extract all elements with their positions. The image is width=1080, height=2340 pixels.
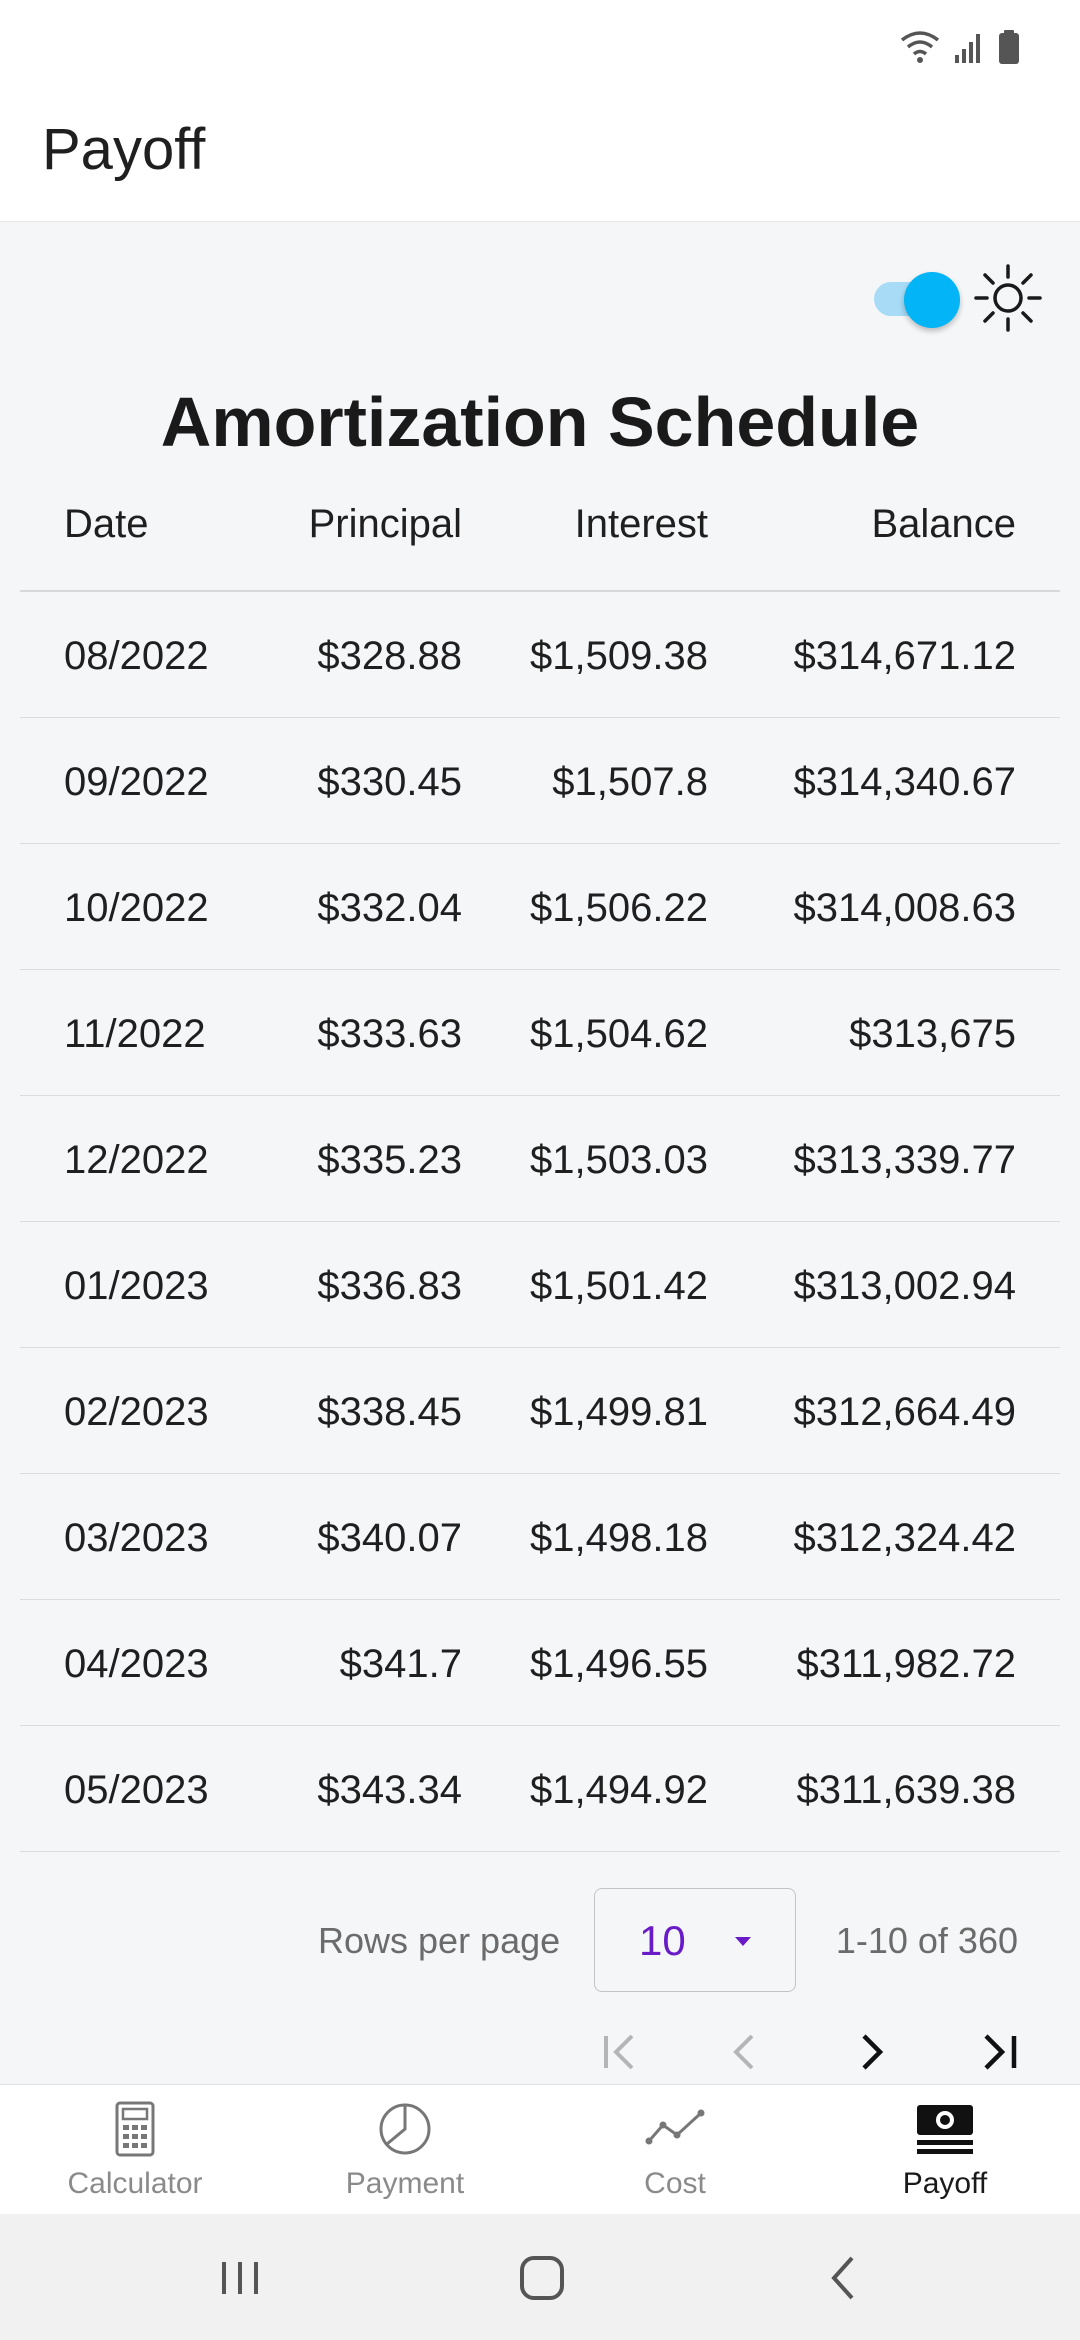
table-row: 09/2022 $330.45 $1,507.8 $314,340.67 — [20, 718, 1060, 844]
cell-principal: $336.83 — [317, 1264, 462, 1308]
column-header-interest[interactable]: Interest — [574, 502, 708, 546]
table-row: 05/2023 $343.34 $1,494.92 $311,639.38 — [20, 1726, 1060, 1852]
table-header: Date Principal Interest Balance — [20, 474, 1060, 592]
cell-balance: $312,664.49 — [793, 1390, 1016, 1434]
nav-label: Payoff — [902, 2167, 988, 2200]
cell-date: 12/2022 — [64, 1138, 209, 1182]
cell-balance: $311,639.38 — [796, 1768, 1016, 1812]
cell-interest: $1,503.03 — [530, 1138, 708, 1182]
cell-date: 04/2023 — [64, 1642, 209, 1686]
system-navigation-bar — [0, 2214, 1080, 2340]
cell-interest: $1,499.81 — [530, 1390, 708, 1434]
cell-date: 01/2023 — [64, 1264, 209, 1308]
cell-date: 09/2022 — [64, 760, 209, 804]
table-row: 04/2023 $341.7 $1,496.55 $311,982.72 — [20, 1600, 1060, 1726]
cell-balance: $314,008.63 — [793, 886, 1016, 930]
back-icon[interactable] — [814, 2248, 874, 2308]
cell-principal: $341.7 — [339, 1642, 462, 1686]
table-pagination: Rows per page 10 1-10 of 360 — [0, 1862, 1080, 2082]
cell-balance: $313,675 — [849, 1012, 1016, 1056]
last-page-icon[interactable] — [968, 2022, 1028, 2082]
toggle-thumb — [904, 272, 960, 328]
page-title: Payoff — [42, 117, 206, 182]
status-icons — [900, 30, 1020, 64]
cell-interest: $1,496.55 — [530, 1642, 708, 1686]
next-page-icon[interactable] — [842, 2022, 902, 2082]
cell-principal: $333.63 — [317, 1012, 462, 1056]
rows-per-page-select[interactable]: 10 — [594, 1888, 796, 1992]
nav-label: Cost — [644, 2167, 706, 2200]
nav-label: Calculator — [67, 2167, 203, 2200]
cell-date: 05/2023 — [64, 1768, 209, 1812]
battery-icon — [999, 30, 1019, 64]
first-page-icon[interactable] — [592, 2022, 652, 2082]
cell-interest: $1,504.62 — [530, 1012, 708, 1056]
previous-page-icon[interactable] — [714, 2022, 774, 2082]
amortization-table: Date Principal Interest Balance 08/2022 … — [20, 474, 1060, 1852]
cell-date: 03/2023 — [64, 1516, 209, 1560]
line-chart-icon — [645, 2109, 705, 2145]
main-content: Amortization Schedule Date Principal Int… — [0, 222, 1080, 2084]
page-range-text: 1-10 of 360 — [835, 1920, 1018, 1961]
recent-apps-icon[interactable] — [210, 2248, 270, 2308]
cell-date: 08/2022 — [64, 634, 209, 678]
cell-interest: $1,498.18 — [530, 1516, 708, 1560]
money-icon — [917, 2105, 973, 2154]
nav-label: Payment — [345, 2167, 465, 2200]
table-row: 02/2023 $338.45 $1,499.81 $312,664.49 — [20, 1348, 1060, 1474]
nav-item-cost[interactable]: Cost — [540, 2085, 810, 2215]
table-row: 12/2022 $335.23 $1,503.03 $313,339.77 — [20, 1096, 1060, 1222]
cell-balance: $313,339.77 — [793, 1138, 1016, 1182]
column-header-principal[interactable]: Principal — [308, 502, 462, 546]
cell-principal: $332.04 — [317, 886, 462, 930]
table-row: 08/2022 $328.88 $1,509.38 $314,671.12 — [20, 592, 1060, 718]
pie-chart-icon — [379, 2103, 431, 2155]
table-row: 01/2023 $336.83 $1,501.42 $313,002.94 — [20, 1222, 1060, 1348]
cell-balance: $312,324.42 — [793, 1516, 1016, 1560]
signal-icon — [955, 34, 980, 63]
cell-principal: $343.34 — [317, 1768, 462, 1812]
cell-balance: $314,340.67 — [793, 760, 1016, 804]
cell-principal: $338.45 — [317, 1390, 462, 1434]
rows-per-page-value: 10 — [639, 1917, 686, 1964]
cell-interest: $1,507.8 — [552, 760, 708, 804]
cell-interest: $1,501.42 — [530, 1264, 708, 1308]
cell-date: 10/2022 — [64, 886, 209, 930]
table-row: 03/2023 $340.07 $1,498.18 $312,324.42 — [20, 1474, 1060, 1600]
bottom-navigation: Calculator Payment Cost Payoff — [0, 2084, 1080, 2214]
column-header-balance[interactable]: Balance — [871, 502, 1016, 546]
dark-mode-toggle[interactable] — [870, 272, 960, 328]
nav-item-payoff[interactable]: Payoff — [810, 2085, 1080, 2215]
cell-interest: $1,509.38 — [530, 634, 708, 678]
schedule-title: Amortization Schedule — [160, 383, 920, 461]
nav-item-payment[interactable]: Payment — [270, 2085, 540, 2215]
column-header-date[interactable]: Date — [64, 502, 149, 546]
app-bar: Payoff — [0, 96, 1080, 222]
cell-principal: $328.88 — [317, 634, 462, 678]
cell-interest: $1,494.92 — [530, 1768, 708, 1812]
cell-balance: $311,982.72 — [796, 1642, 1016, 1686]
nav-item-calculator[interactable]: Calculator — [0, 2085, 270, 2215]
table-row: 11/2022 $333.63 $1,504.62 $313,675 — [20, 970, 1060, 1096]
cell-principal: $340.07 — [317, 1516, 462, 1560]
cell-date: 11/2022 — [64, 1012, 206, 1056]
cell-principal: $335.23 — [317, 1138, 462, 1182]
cell-interest: $1,506.22 — [530, 886, 708, 930]
cell-principal: $330.45 — [317, 760, 462, 804]
cell-date: 02/2023 — [64, 1390, 209, 1434]
rows-per-page-label: Rows per page — [318, 1920, 561, 1961]
cell-balance: $314,671.12 — [793, 634, 1016, 678]
cell-balance: $313,002.94 — [793, 1264, 1016, 1308]
status-bar — [0, 0, 1080, 96]
calculator-icon — [115, 2101, 155, 2157]
sun-icon[interactable] — [972, 262, 1044, 334]
wifi-icon — [900, 31, 940, 63]
home-icon[interactable] — [512, 2248, 572, 2308]
table-row: 10/2022 $332.04 $1,506.22 $314,008.63 — [20, 844, 1060, 970]
caret-down-icon — [735, 1937, 751, 1946]
